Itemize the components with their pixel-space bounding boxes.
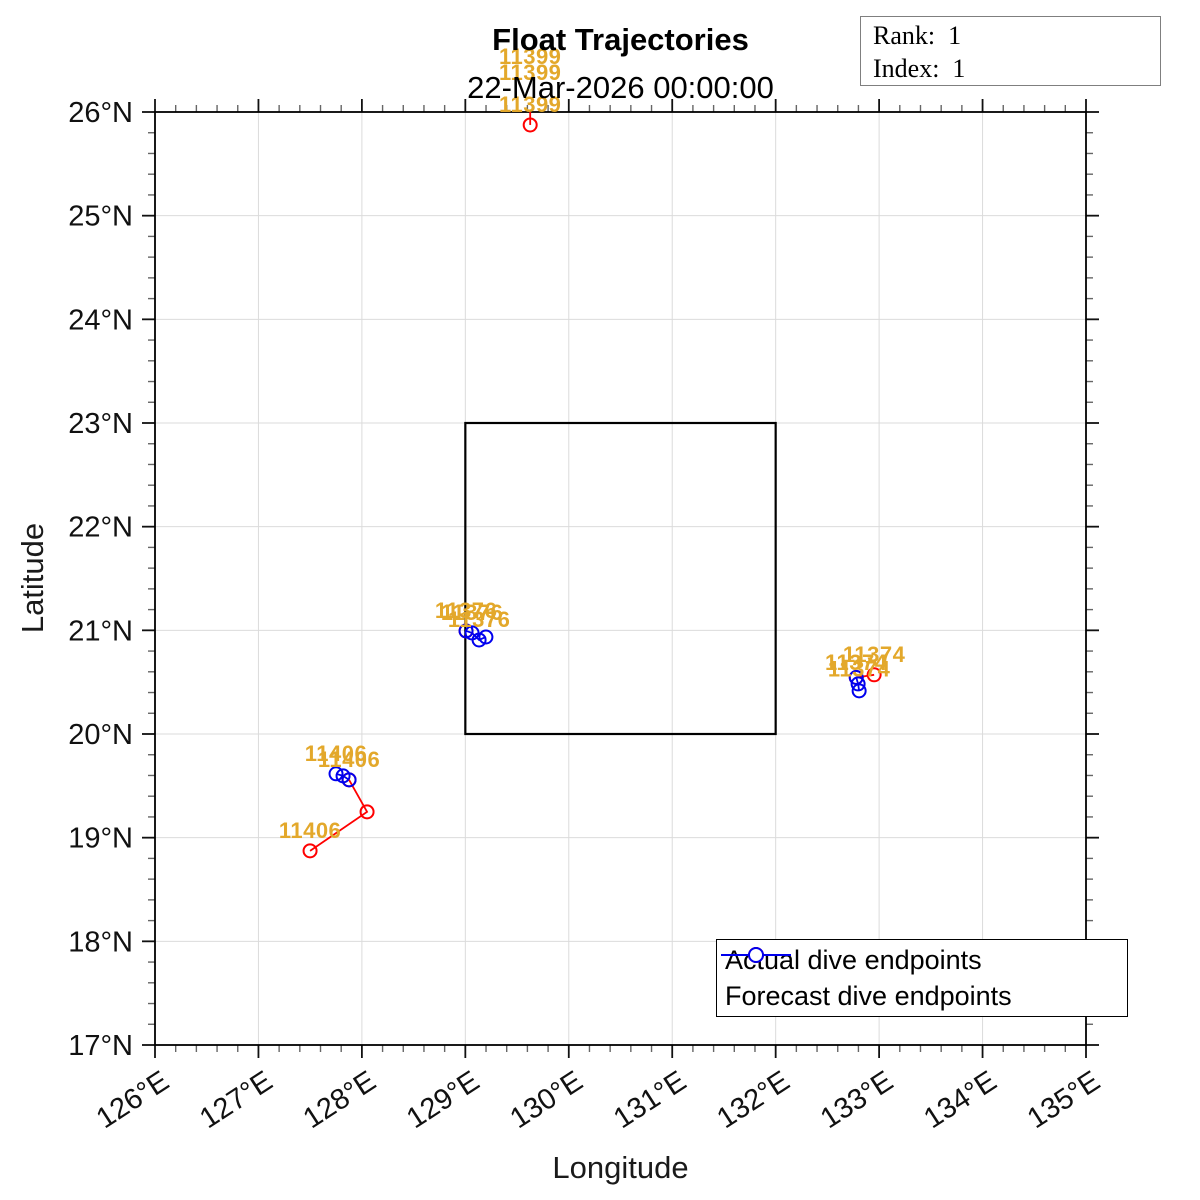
float-id-label: 11376 — [435, 598, 497, 623]
float-track-11374 — [848, 667, 882, 699]
x-tick-label: 128°E — [298, 1065, 382, 1135]
actual-dive-marker — [359, 804, 375, 820]
y-tick-labels: 17°N 18°N 19°N 20°N 21°N 22°N 23°N 24°N 25°N 26°N — [68, 97, 133, 1062]
x-tick-labels: 126°E 127°E 128°E 129°E 130°E 131°E 132°E 133°E… — [91, 1065, 1106, 1135]
float-id-label: 11399 — [499, 44, 561, 69]
float-track-11406 — [302, 766, 375, 859]
plot-subtitle: 22-Mar-2026 00:00:00 — [467, 70, 774, 105]
float-id-label: 11374 — [828, 656, 891, 681]
float-tracks — [302, 112, 882, 859]
legend-entry-forecast: Forecast dive endpoints — [721, 947, 1127, 1013]
x-tick-label: 131°E — [608, 1065, 692, 1135]
rank-index-annotation: Rank: 1 Index: 1 — [860, 16, 1161, 86]
float-id-labels: 1139911399113991137611376113761137411374… — [279, 44, 906, 843]
y-tick-label: 20°N — [68, 719, 133, 751]
forecast-dive-marker — [458, 623, 474, 639]
actual-dive-marker — [522, 117, 538, 133]
y-tick-label: 23°N — [68, 408, 133, 440]
float-id-label: 11399 — [499, 92, 561, 117]
legend-entry-actual: Actual dive endpoints — [721, 943, 1127, 977]
plot-title: Float Trajectories — [492, 22, 749, 57]
y-tick-label: 17°N — [68, 1030, 133, 1062]
float-id-label: 11374 — [843, 642, 906, 667]
forecast-dive-marker — [851, 683, 867, 699]
x-tick-label: 135°E — [1022, 1065, 1106, 1135]
x-tick-label: 134°E — [918, 1065, 1002, 1135]
x-tick-label: 126°E — [91, 1065, 175, 1135]
axis-ticks — [142, 99, 1099, 1058]
y-tick-label: 21°N — [68, 615, 133, 647]
float-track-11399 — [522, 112, 538, 133]
float-id-label: 11406 — [279, 818, 341, 843]
index-text: Index: 1 — [873, 54, 966, 83]
forecast-dive-marker — [335, 768, 351, 784]
y-tick-label: 18°N — [68, 926, 133, 958]
legend[interactable]: Actual dive endpoints Forecast dive endp… — [716, 939, 1128, 1017]
axes-box — [154, 111, 1087, 1046]
forecast-dive-marker — [850, 676, 866, 692]
forecast-dive-marker — [328, 766, 344, 782]
rank-text: Rank: 1 — [873, 21, 962, 50]
x-tick-label: 130°E — [505, 1065, 589, 1135]
x-tick-label: 133°E — [815, 1065, 899, 1135]
y-tick-label: 25°N — [68, 201, 133, 233]
forecast-dive-marker — [478, 629, 494, 645]
actual-dive-marker — [866, 667, 882, 683]
grid — [154, 111, 1087, 1046]
study-region-box — [464, 421, 777, 736]
float-id-label: 11406 — [318, 747, 380, 772]
forecast-dive-marker — [471, 632, 487, 648]
y-tick-label: 24°N — [68, 304, 133, 336]
legend-label-forecast: Forecast dive endpoints — [725, 980, 1012, 1011]
x-axis-label: Longitude — [552, 1150, 689, 1185]
float-id-label: 11406 — [305, 741, 367, 766]
y-tick-label: 26°N — [68, 97, 133, 129]
float-id-label: 11399 — [499, 60, 561, 85]
y-tick-label: 19°N — [68, 823, 133, 855]
float-id-label: 11376 — [441, 600, 503, 625]
float-track-11376 — [458, 623, 494, 648]
x-tick-label: 129°E — [401, 1065, 485, 1135]
float-id-label: 11376 — [448, 607, 510, 632]
x-tick-label: 127°E — [194, 1065, 278, 1135]
x-tick-label: 132°E — [712, 1065, 796, 1135]
float-id-label: 11374 — [825, 650, 888, 675]
y-tick-label: 22°N — [68, 512, 133, 544]
forecast-line-marker-icon — [721, 947, 791, 963]
actual-dive-marker — [302, 843, 318, 859]
legend-label-actual: Actual dive endpoints — [725, 944, 982, 975]
y-axis-label: Latitude — [15, 522, 50, 634]
